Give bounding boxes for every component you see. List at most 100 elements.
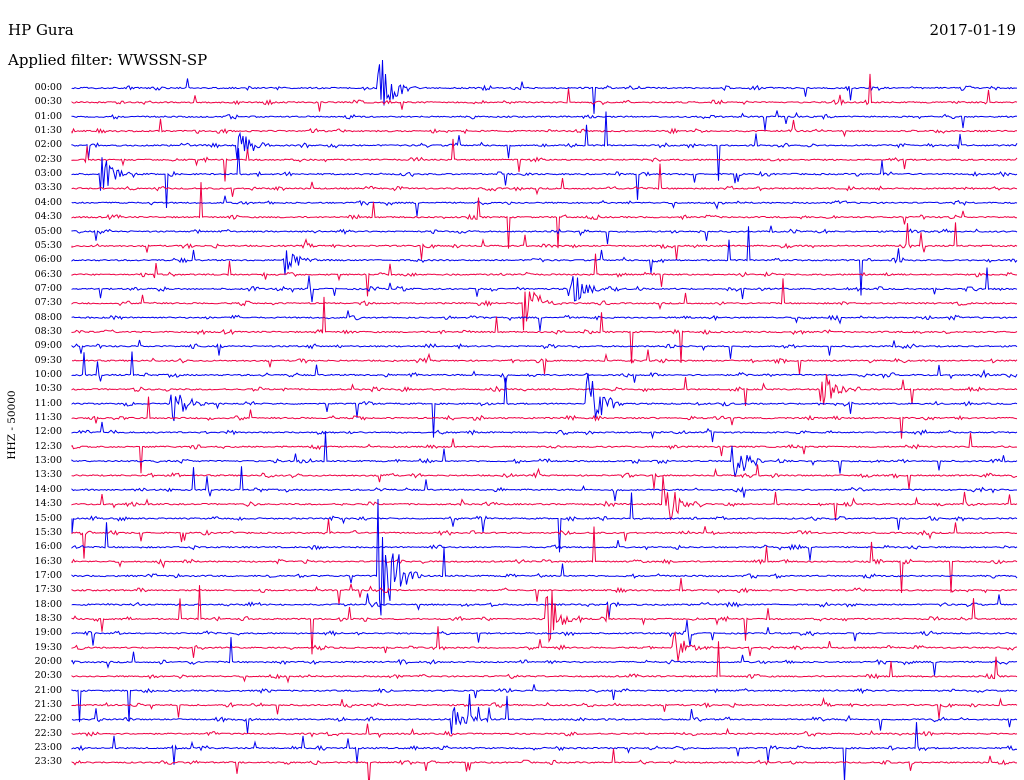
trace-row — [71, 138, 1018, 182]
time-tick-label: 16:00 — [34, 541, 62, 553]
time-tick-label: 18:30 — [34, 612, 62, 624]
trace-row — [71, 349, 1018, 375]
trace-row — [71, 593, 1018, 618]
channel-label: HHZ - 50000 — [6, 390, 18, 460]
time-tick-label: 03:00 — [34, 168, 62, 180]
trace-row — [71, 577, 1018, 605]
time-tick-label: 00:00 — [34, 82, 62, 93]
trace-row — [71, 339, 1018, 359]
time-tick-label: 20:00 — [34, 656, 62, 667]
trace-row — [71, 73, 1018, 112]
trace-row — [71, 684, 1018, 723]
time-tick-label: 10:00 — [34, 369, 62, 380]
time-tick-label: 07:30 — [34, 297, 62, 309]
time-tick-label: 03:30 — [34, 182, 62, 194]
time-tick-label: 01:30 — [34, 125, 62, 137]
time-axis: 00:00 00:30 01:00 01:30 02:00 02:30 03:00 03:30… — [0, 0, 70, 780]
time-tick-label: 09:00 — [34, 340, 62, 352]
trace-row — [71, 225, 1018, 245]
trace-row — [71, 522, 1018, 561]
time-tick-label: 00:30 — [34, 96, 62, 108]
time-tick-label: 13:30 — [34, 469, 62, 481]
trace-row — [71, 222, 1018, 260]
filter-prefix: Applied filter: — [8, 51, 113, 69]
time-tick-label: 06:00 — [34, 254, 62, 266]
trace-row — [71, 723, 1018, 739]
time-tick-label: 05:30 — [34, 239, 62, 251]
trace-row — [71, 296, 1018, 364]
time-tick-label: 23:00 — [34, 742, 62, 754]
trace-row — [71, 421, 1018, 443]
trace-row — [71, 163, 1018, 197]
time-tick-label: 20:30 — [34, 670, 62, 682]
trace-row — [71, 519, 1018, 559]
time-tick-label: 10:30 — [34, 383, 62, 395]
station-title: HP Gura — [8, 21, 74, 39]
time-tick-label: 22:00 — [34, 713, 62, 725]
trace-row — [71, 267, 1018, 303]
trace-row — [71, 492, 1018, 553]
trace-row — [71, 118, 1017, 138]
trace-row — [71, 498, 1018, 616]
time-tick-label: 02:00 — [34, 139, 62, 151]
trace-row — [71, 110, 1018, 131]
trace-row — [71, 432, 1018, 474]
filter-label: Applied filter: WWSSN-SP — [8, 51, 207, 69]
trace-row — [71, 696, 1018, 719]
trace-row — [71, 748, 1017, 780]
trace-row — [71, 396, 1018, 439]
time-tick-label: 14:00 — [34, 483, 62, 495]
trace-row — [71, 310, 1018, 332]
time-tick-label: 08:00 — [34, 311, 62, 323]
time-tick-label: 22:30 — [34, 727, 62, 739]
time-tick-label: 16:30 — [34, 555, 62, 567]
time-tick-label: 04:00 — [34, 196, 62, 208]
trace-row — [71, 59, 1017, 114]
trace-row — [71, 148, 1018, 209]
trace-row — [71, 351, 1018, 387]
trace-row — [71, 195, 1018, 217]
time-tick-label: 01:00 — [34, 110, 62, 122]
trace-row — [71, 693, 1018, 734]
time-tick-label: 11:00 — [34, 397, 62, 409]
time-tick-label: 21:30 — [34, 699, 62, 711]
time-tick-label: 15:00 — [34, 512, 62, 524]
time-tick-label: 18:00 — [34, 598, 62, 610]
trace-row — [71, 722, 1018, 780]
trace-row — [71, 464, 1018, 490]
time-tick-label: 05:00 — [34, 225, 62, 237]
trace-row — [71, 641, 1018, 684]
time-tick-label: 06:30 — [34, 268, 62, 280]
trace-row — [71, 374, 1018, 406]
trace-row — [71, 466, 1017, 502]
trace-row — [71, 432, 1018, 478]
time-tick-label: 15:30 — [34, 526, 62, 538]
trace-row — [71, 111, 1018, 181]
date-label: 2017-01-19 — [929, 21, 1016, 39]
trace-row — [71, 182, 1018, 249]
trace-row — [71, 637, 1018, 676]
time-tick-label: 13:00 — [34, 455, 62, 467]
time-tick-label: 19:00 — [34, 627, 62, 639]
time-tick-label: 17:00 — [34, 569, 62, 581]
trace-row — [71, 626, 1018, 662]
time-tick-label: 17:30 — [34, 584, 62, 596]
time-tick-label: 21:00 — [34, 684, 62, 696]
time-tick-label: 02:30 — [34, 153, 62, 165]
trace-row — [71, 226, 1018, 296]
time-tick-label: 09:30 — [34, 354, 62, 366]
time-tick-label: 23:30 — [34, 756, 62, 768]
trace-row — [71, 253, 1017, 297]
trace-row — [71, 373, 1018, 438]
filter-name: WWSSN-SP — [117, 51, 208, 69]
time-tick-label: 07:00 — [34, 282, 62, 294]
time-tick-label: 04:30 — [34, 211, 62, 223]
trace-row — [71, 526, 1018, 594]
time-tick-label: 12:30 — [34, 440, 62, 452]
trace-row — [71, 475, 1018, 521]
time-tick-label: 08:30 — [34, 325, 62, 337]
time-tick-label: 14:30 — [34, 498, 62, 510]
trace-row — [71, 620, 1017, 647]
time-tick-label: 11:30 — [34, 412, 62, 424]
